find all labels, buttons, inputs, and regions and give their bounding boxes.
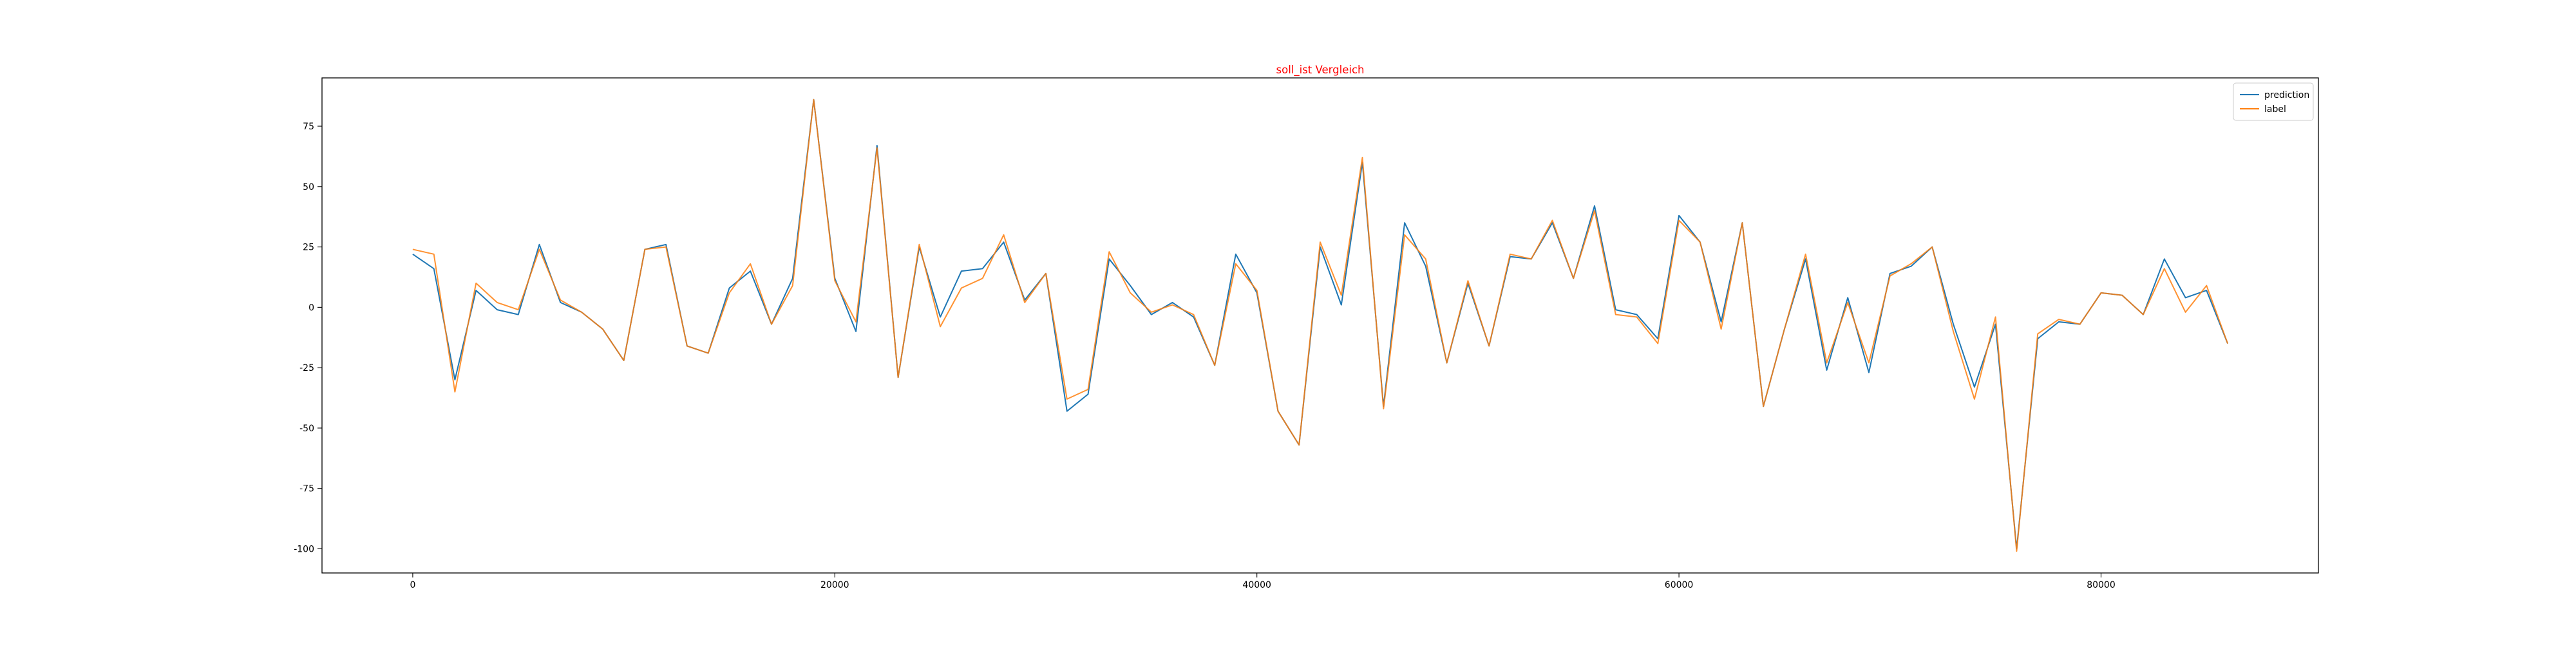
series-line-label bbox=[412, 98, 2229, 552]
series-line-prediction bbox=[412, 98, 2229, 550]
legend: prediction label bbox=[2233, 82, 2314, 121]
x-tick-label: 0 bbox=[410, 580, 415, 590]
series-layer bbox=[412, 98, 2229, 552]
x-tick-label: 80000 bbox=[2087, 580, 2116, 590]
y-tick-label: -50 bbox=[299, 424, 314, 434]
legend-label-label: label bbox=[2264, 104, 2286, 115]
y-tick-label: 50 bbox=[303, 182, 314, 192]
y-axis: -100 -75 -50 -25 0 25 50 75 bbox=[294, 122, 322, 554]
y-tick-label: -75 bbox=[299, 484, 314, 494]
legend-box bbox=[2233, 82, 2314, 121]
y-tick-label: 25 bbox=[303, 243, 314, 253]
y-tick-label: -100 bbox=[294, 544, 314, 554]
y-tick-label: 75 bbox=[303, 122, 314, 132]
axes-frame bbox=[321, 77, 2319, 574]
y-tick-label: -25 bbox=[299, 363, 314, 373]
x-tick-label: 40000 bbox=[1242, 580, 1271, 590]
legend-label-prediction: prediction bbox=[2264, 90, 2309, 100]
x-axis: 0 20000 40000 60000 80000 bbox=[410, 573, 2116, 590]
x-tick-label: 20000 bbox=[820, 580, 849, 590]
chart-title: soll_ist Vergleich bbox=[1276, 64, 1365, 77]
x-tick-label: 60000 bbox=[1665, 580, 1694, 590]
y-tick-label: 0 bbox=[308, 303, 314, 313]
